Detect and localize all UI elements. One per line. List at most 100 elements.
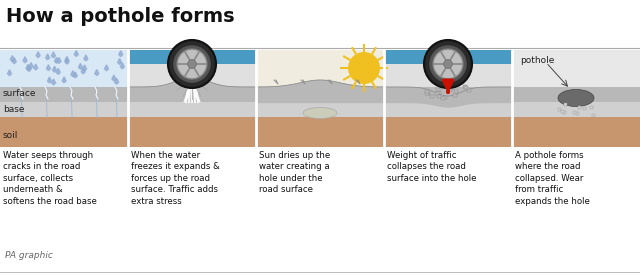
Bar — [512, 102, 640, 117]
Polygon shape — [118, 59, 122, 65]
Bar — [583, 107, 586, 110]
Bar — [558, 108, 561, 111]
Polygon shape — [57, 57, 61, 64]
Text: soil: soil — [3, 131, 19, 139]
Ellipse shape — [558, 89, 594, 106]
Polygon shape — [45, 54, 50, 60]
Bar — [256, 50, 384, 87]
Bar — [454, 90, 458, 93]
Bar — [576, 112, 579, 116]
Bar — [452, 94, 456, 97]
Bar — [563, 111, 566, 114]
Bar — [578, 106, 580, 109]
Polygon shape — [184, 61, 200, 102]
Bar — [590, 106, 593, 109]
Polygon shape — [27, 65, 31, 72]
Bar — [256, 102, 384, 117]
Bar — [128, 50, 256, 64]
Bar — [561, 110, 564, 113]
Polygon shape — [47, 77, 51, 83]
Bar — [0, 117, 128, 147]
Polygon shape — [74, 72, 77, 78]
Text: base: base — [3, 104, 24, 114]
Polygon shape — [26, 64, 30, 70]
Circle shape — [173, 45, 211, 83]
Polygon shape — [54, 57, 58, 63]
Bar — [256, 117, 384, 147]
Polygon shape — [84, 55, 88, 61]
Polygon shape — [10, 56, 14, 62]
Bar — [0, 50, 128, 87]
Polygon shape — [62, 77, 66, 83]
Bar — [425, 90, 429, 93]
Bar — [426, 92, 430, 95]
Polygon shape — [120, 63, 124, 69]
Bar — [573, 111, 576, 114]
Text: Weight of traffic
collapses the road
surface into the hole: Weight of traffic collapses the road sur… — [387, 151, 477, 183]
Bar — [384, 102, 512, 117]
Bar — [595, 93, 599, 97]
Circle shape — [444, 60, 452, 68]
Polygon shape — [52, 79, 56, 85]
Bar — [384, 87, 512, 102]
Polygon shape — [119, 51, 123, 57]
Bar — [448, 88, 452, 91]
Polygon shape — [65, 56, 69, 62]
Bar — [384, 50, 512, 87]
Polygon shape — [34, 64, 38, 70]
Bar — [0, 142, 640, 147]
Circle shape — [424, 40, 472, 88]
Bar — [512, 87, 640, 102]
Bar — [128, 87, 256, 102]
Bar — [553, 93, 557, 97]
Polygon shape — [23, 57, 27, 63]
Bar — [256, 50, 384, 87]
Bar — [128, 102, 256, 117]
Circle shape — [168, 40, 216, 88]
Bar — [438, 95, 442, 98]
Bar — [467, 89, 471, 92]
Polygon shape — [83, 65, 86, 71]
Bar — [595, 88, 599, 92]
Circle shape — [433, 49, 463, 79]
Bar — [128, 117, 256, 147]
Bar — [426, 92, 429, 95]
Bar — [463, 86, 467, 89]
Text: A pothole forms
where the road
collapsed. Wear
from traffic
expands the hole: A pothole forms where the road collapsed… — [515, 151, 590, 206]
Bar — [512, 117, 640, 147]
Polygon shape — [29, 62, 33, 68]
Bar — [0, 50, 128, 87]
Text: surface: surface — [3, 89, 36, 98]
Bar — [440, 97, 445, 100]
Bar — [448, 87, 452, 90]
Bar — [441, 85, 445, 88]
Text: How a pothole forms: How a pothole forms — [6, 7, 235, 26]
Bar — [128, 50, 256, 87]
Text: Water seeps through
cracks in the road
surface, collects
underneath &
softens th: Water seeps through cracks in the road s… — [3, 151, 97, 206]
Bar — [384, 117, 512, 147]
Bar — [512, 87, 558, 102]
Polygon shape — [8, 70, 12, 76]
Bar — [429, 95, 433, 98]
Bar — [564, 103, 567, 106]
Bar — [553, 88, 557, 92]
Circle shape — [429, 45, 467, 83]
Polygon shape — [115, 78, 118, 84]
Text: When the water
freezes it expands &
forces up the road
surface. Traffic adds
ext: When the water freezes it expands & forc… — [131, 151, 220, 206]
Polygon shape — [112, 75, 116, 81]
Bar — [595, 98, 599, 102]
Polygon shape — [95, 70, 99, 76]
Polygon shape — [104, 65, 109, 71]
Polygon shape — [52, 66, 56, 72]
Bar — [436, 91, 441, 94]
Polygon shape — [51, 52, 56, 58]
Text: pothole: pothole — [520, 56, 554, 65]
Bar — [592, 114, 595, 117]
Polygon shape — [36, 52, 40, 58]
Circle shape — [348, 52, 380, 84]
Polygon shape — [47, 65, 51, 71]
Polygon shape — [81, 68, 85, 74]
Ellipse shape — [303, 108, 337, 119]
Bar — [512, 50, 640, 87]
Polygon shape — [71, 71, 75, 77]
